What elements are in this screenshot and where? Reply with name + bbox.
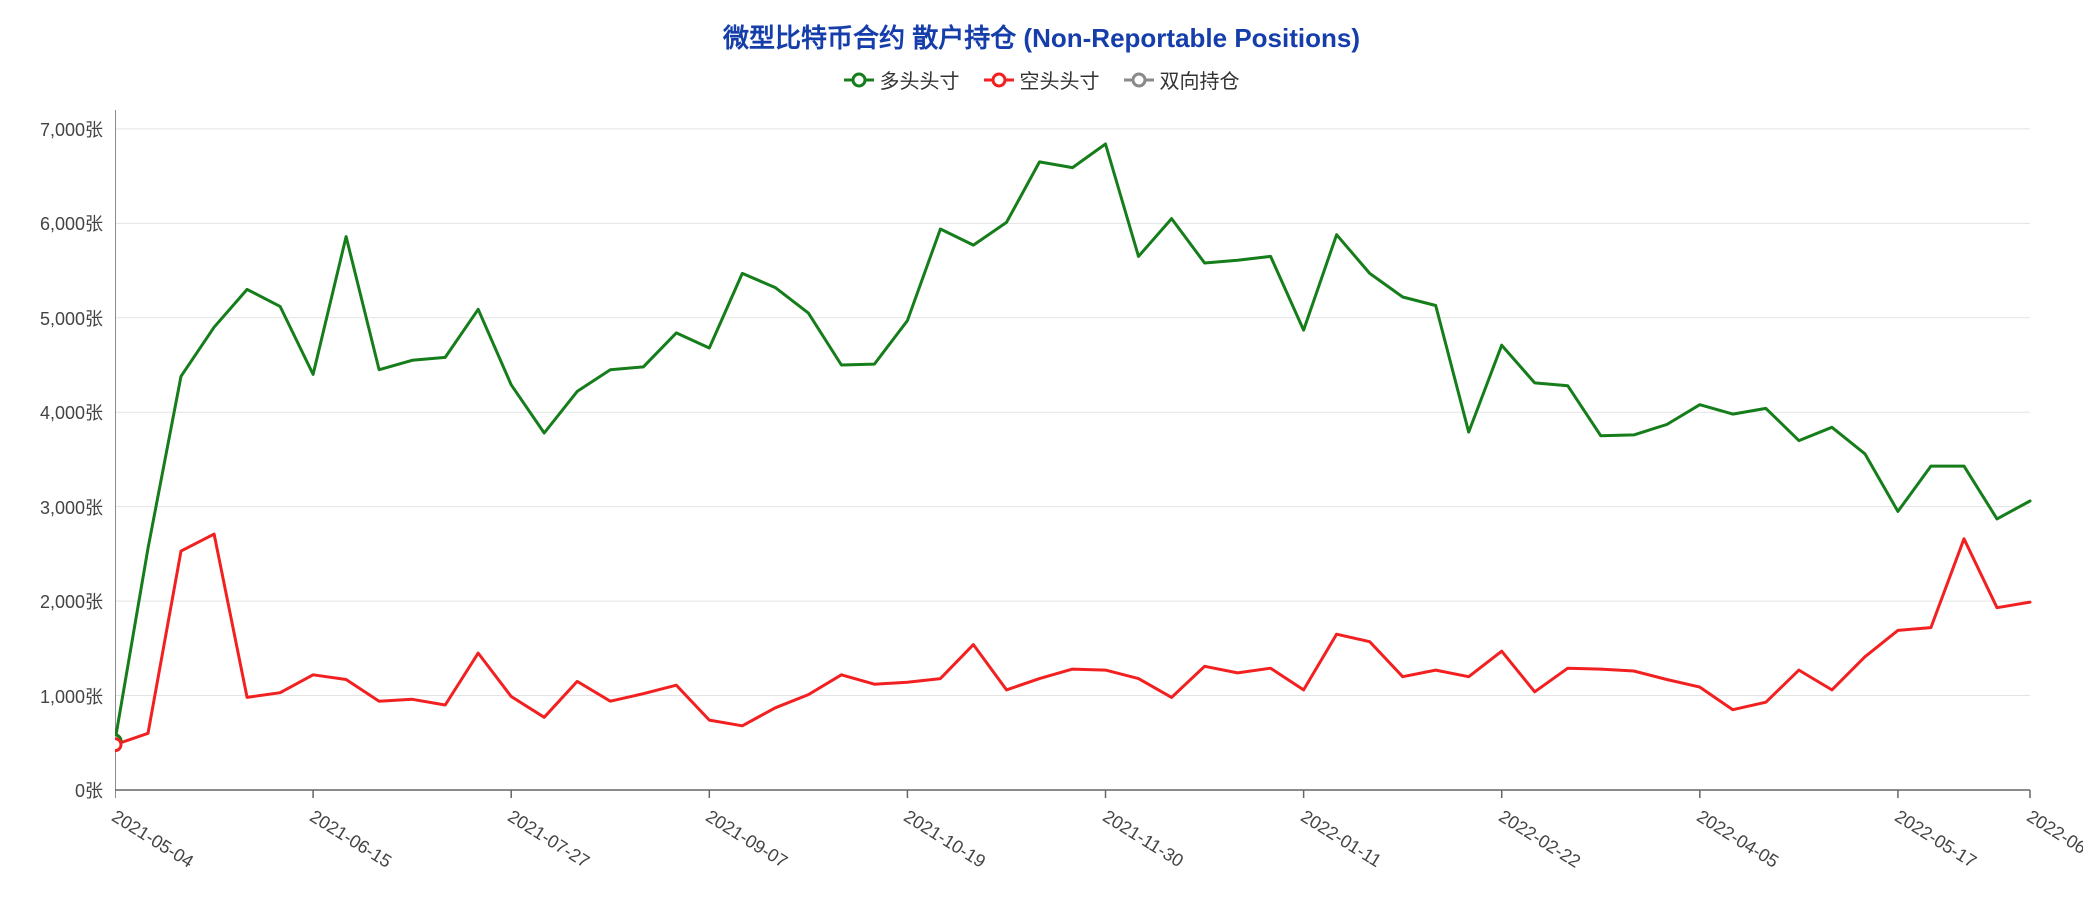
y-axis-tick-label: 0张 xyxy=(0,777,103,803)
x-axis-tick-label: 2021-10-19 xyxy=(900,806,989,873)
x-axis-tick-label: 2022-01-11 xyxy=(1296,806,1384,872)
legend-item[interactable]: 双向持仓 xyxy=(1124,65,1240,94)
series-line xyxy=(115,144,2030,741)
x-axis-tick-label: 2022-02-22 xyxy=(1495,806,1584,873)
legend-label: 双向持仓 xyxy=(1160,65,1240,94)
x-axis-tick-label: 2021-05-04 xyxy=(108,806,197,873)
x-axis-tick-label: 2021-11-30 xyxy=(1098,806,1186,872)
x-axis-tick-label: 2022-04-05 xyxy=(1693,806,1782,873)
y-axis-tick-label: 4,000张 xyxy=(0,399,103,425)
series-start-marker xyxy=(115,739,121,751)
legend-label: 空头头寸 xyxy=(1020,65,1100,94)
y-axis-tick-label: 1,000张 xyxy=(0,683,103,709)
y-axis-tick-label: 2,000张 xyxy=(0,588,103,614)
x-axis-tick-label: 2022-05-17 xyxy=(1891,806,1980,873)
legend-item[interactable]: 空头头寸 xyxy=(984,65,1100,94)
plot-area xyxy=(115,110,2040,800)
y-axis-tick-label: 3,000张 xyxy=(0,494,103,520)
x-axis-tick-label: 2021-06-15 xyxy=(306,806,395,873)
legend-item[interactable]: 多头头寸 xyxy=(844,65,960,94)
x-axis-tick-label: 2021-07-27 xyxy=(504,806,593,873)
y-axis-tick-label: 7,000张 xyxy=(0,116,103,142)
y-axis-tick-label: 5,000张 xyxy=(0,305,103,331)
chart-container: 微型比特币合约 散户持仓 (Non-Reportable Positions) … xyxy=(0,0,2083,914)
x-axis-tick-label: 2022-06-14 xyxy=(2023,806,2083,873)
chart-title: 微型比特币合约 散户持仓 (Non-Reportable Positions) xyxy=(0,0,2083,55)
legend: 多头头寸 空头头寸 双向持仓 xyxy=(0,65,2083,96)
legend-label: 多头头寸 xyxy=(880,65,960,94)
x-axis-tick-label: 2021-09-07 xyxy=(702,806,791,873)
series-line xyxy=(115,534,2030,745)
y-axis-tick-label: 6,000张 xyxy=(0,210,103,236)
